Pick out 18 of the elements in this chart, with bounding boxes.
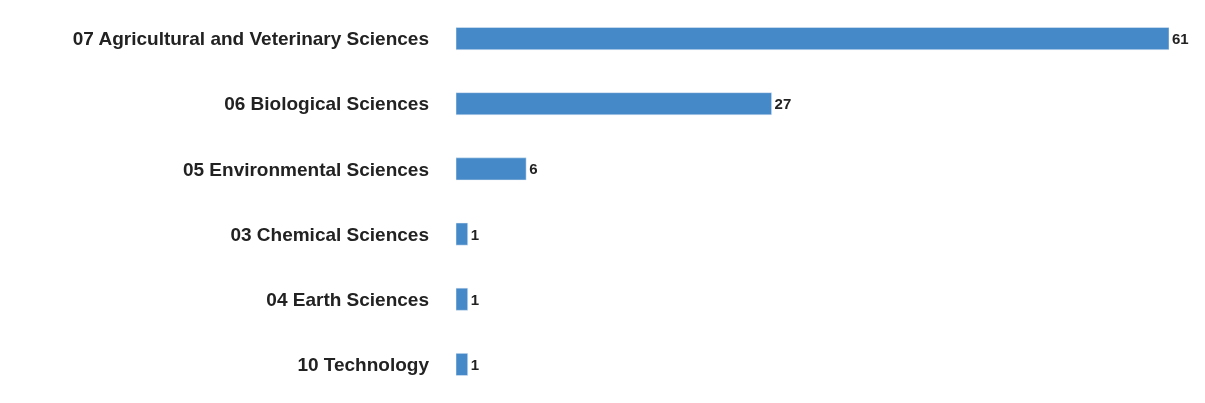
data-label: 27	[774, 95, 792, 113]
bar	[456, 287, 468, 311]
data-label: 1	[470, 225, 480, 243]
y-tick-label: 04 Earth Sciences	[266, 288, 429, 310]
y-tick-label: 06 Biological Sciences	[224, 93, 429, 115]
y-tick-label: 10 Technology	[297, 354, 430, 376]
data-label: 1	[470, 355, 480, 373]
bar	[456, 157, 527, 181]
data-label: 6	[529, 160, 538, 178]
bar	[456, 92, 772, 116]
y-tick-label: 05 Environmental Sciences	[182, 158, 429, 180]
y-tick-label: 03 Chemical Sciences	[230, 223, 429, 245]
bar	[456, 222, 468, 246]
data-label: 1	[470, 290, 480, 308]
bar	[456, 353, 468, 376]
y-tick-label: 07 Agricultural and Veterinary Sciences	[72, 28, 429, 50]
data-label: 61	[1172, 30, 1189, 48]
bar	[456, 27, 1169, 50]
